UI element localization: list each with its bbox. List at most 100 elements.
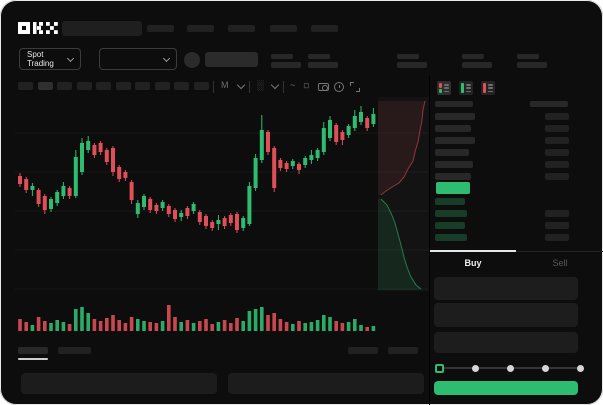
timeframe-chip[interactable] (18, 82, 33, 90)
ask-row-amount[interactable] (545, 161, 569, 168)
toolbar-divider (213, 81, 214, 93)
nav-item-placeholder[interactable] (270, 25, 297, 32)
candle-body (154, 205, 159, 211)
clock-icon[interactable] (334, 82, 344, 92)
toolbar-divider (249, 81, 250, 93)
bottom-action-placeholder[interactable] (348, 347, 378, 354)
ask-row-price[interactable] (435, 125, 471, 132)
bid-row-price[interactable] (435, 210, 467, 217)
buy-submit-button[interactable] (434, 381, 578, 395)
timeframe-chip[interactable] (135, 82, 150, 90)
candle-body (123, 172, 128, 178)
style-chevron-down-icon[interactable] (270, 80, 280, 90)
icon-lines (466, 83, 471, 93)
volume-bar (148, 322, 152, 331)
timeframe-chip[interactable] (76, 82, 92, 90)
ask-row-amount[interactable] (545, 149, 569, 156)
candle-body (80, 143, 84, 172)
volume-bar (129, 317, 134, 331)
stat-value-placeholder (517, 62, 547, 68)
candle-body (142, 196, 146, 207)
candle-body (55, 192, 60, 203)
search-input[interactable] (62, 21, 142, 36)
timeframe-chip[interactable] (154, 82, 170, 90)
nav-item-placeholder[interactable] (187, 25, 214, 32)
bottom-tab-active[interactable] (18, 347, 48, 354)
slider-stop-dot[interactable] (577, 365, 584, 372)
ask-row-amount[interactable] (545, 125, 569, 132)
combined-book-icon[interactable] (437, 81, 451, 95)
stat-label-placeholder (462, 54, 484, 59)
ask-row-price[interactable] (435, 113, 475, 120)
fullscreen-icon[interactable] (350, 82, 360, 92)
asks-only-icon[interactable] (481, 81, 495, 95)
candle-body (30, 186, 35, 190)
tab-buy[interactable]: Buy (430, 255, 516, 271)
price-input[interactable] (434, 277, 578, 300)
ask-row-amount[interactable] (545, 113, 569, 120)
bid-row-amount[interactable] (545, 210, 569, 217)
slider-handle[interactable] (435, 364, 444, 373)
amount-input[interactable] (434, 303, 578, 327)
bid-row-price[interactable] (435, 234, 467, 241)
timeframe-chip[interactable] (174, 82, 189, 90)
timeframe-chip[interactable] (57, 82, 72, 90)
candle-body (235, 214, 239, 230)
candle-body (210, 222, 215, 228)
ask-row-price[interactable] (435, 149, 469, 156)
volume-bar (160, 321, 165, 331)
timeframe-chip[interactable] (193, 82, 209, 90)
timeframe-chip[interactable] (37, 82, 53, 90)
candle-body (179, 213, 184, 217)
chart-style-icon[interactable]: ░ (257, 80, 264, 90)
indicator-icon[interactable]: M (221, 80, 229, 90)
candle-body (284, 163, 289, 169)
timeframe-chip[interactable] (115, 82, 131, 90)
market-type-dropdown[interactable]: Spot Trading (19, 48, 81, 70)
indicator-chevron-down-icon[interactable] (236, 80, 246, 90)
candle-body (148, 199, 153, 210)
candle-body (365, 118, 370, 128)
candle-body (247, 186, 252, 224)
pair-selector-dropdown[interactable] (99, 48, 177, 70)
volume-bar (229, 323, 233, 331)
total-input[interactable] (434, 332, 578, 353)
volume-bar (55, 320, 59, 331)
bids-only-icon[interactable] (459, 81, 473, 95)
ask-row-price[interactable] (435, 161, 473, 168)
nav-item-placeholder[interactable] (311, 25, 338, 32)
bid-row-price[interactable] (435, 198, 465, 205)
volume-bar (346, 322, 351, 331)
slider-stop-dot[interactable] (507, 365, 514, 372)
camera-icon[interactable] (318, 83, 329, 91)
volume-bar (303, 323, 307, 331)
line-tool-icon[interactable]: ~ (290, 80, 296, 90)
volume-bar (105, 318, 109, 331)
volume-bar (309, 322, 314, 331)
candle-body (104, 150, 109, 162)
bottom-tab[interactable] (58, 347, 91, 354)
candles (18, 106, 376, 233)
slider-stop-dot[interactable] (542, 365, 549, 372)
volume-bar (179, 322, 183, 331)
chart-gridlines (15, 132, 428, 290)
ask-row-price[interactable] (435, 137, 475, 144)
volume-bar (291, 324, 295, 331)
tab-sell[interactable]: Sell (517, 255, 603, 271)
bid-row-amount[interactable] (545, 222, 569, 229)
timeframe-chip[interactable] (96, 82, 111, 90)
brush-tool-icon[interactable]: ◇ (300, 79, 313, 92)
ask-row-amount[interactable] (545, 137, 569, 144)
volume-bar (284, 322, 289, 331)
bid-row-price[interactable] (435, 222, 465, 229)
candle-body (117, 167, 122, 179)
bid-row-amount[interactable] (545, 234, 569, 241)
panel-divider (429, 76, 430, 405)
slider-stop-dot[interactable] (472, 365, 479, 372)
candle-body (42, 196, 47, 210)
ask-row-price[interactable] (435, 173, 471, 180)
ask-row-amount[interactable] (545, 173, 569, 180)
nav-item-placeholder[interactable] (147, 25, 174, 32)
nav-item-placeholder[interactable] (228, 25, 255, 32)
bottom-action-placeholder[interactable] (388, 347, 418, 354)
